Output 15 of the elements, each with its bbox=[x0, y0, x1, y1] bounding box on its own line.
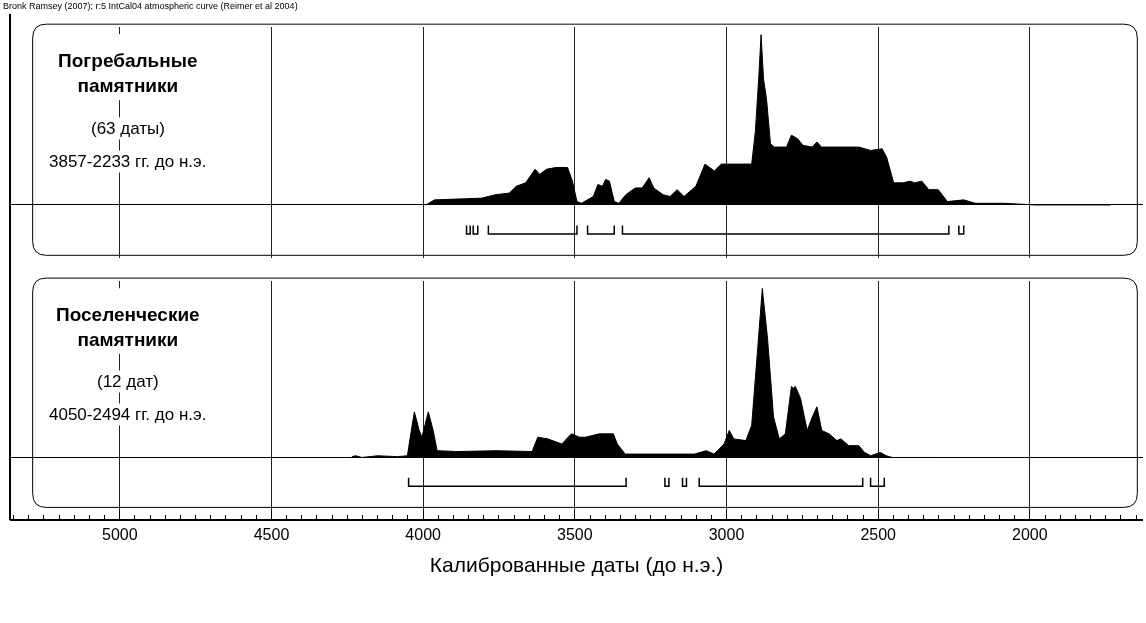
x-tick-label: 4500 bbox=[253, 526, 290, 544]
x-tick-label: 4000 bbox=[405, 526, 442, 544]
x-tick-label: 2500 bbox=[860, 526, 897, 544]
text: Поселенческие памятники bbox=[55, 303, 200, 350]
x-tick-label: 5000 bbox=[102, 526, 138, 544]
text: (63 даты) bbox=[91, 119, 165, 138]
x-tick-label: 3000 bbox=[708, 526, 745, 544]
text: Bronk Ramsey (2007); r:5 IntCal04 atmospheric curve (Reimer et al 2004) bbox=[3, 1, 298, 11]
text: Погребальные памятники bbox=[58, 50, 198, 97]
annotation: 3857-2233 гг. до н.э. bbox=[49, 152, 207, 171]
x-tick-label: 2000 bbox=[1012, 526, 1048, 544]
text: (12 дат) bbox=[97, 372, 159, 391]
annotation: 4050-2494 гг. до н.э. bbox=[49, 405, 207, 424]
x-axis-title: Калиброванные даты (до н.э.) bbox=[429, 552, 724, 576]
x-tick-label: 3500 bbox=[557, 526, 593, 544]
